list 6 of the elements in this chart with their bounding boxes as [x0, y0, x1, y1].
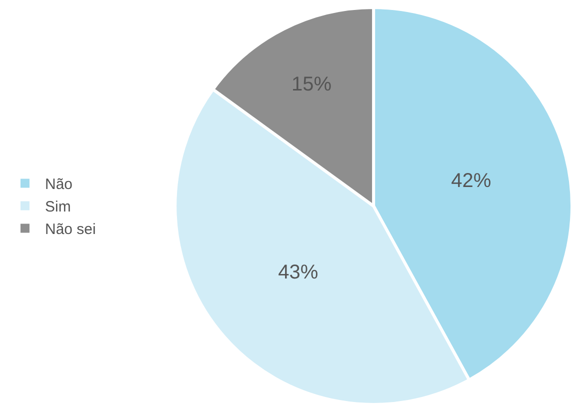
legend-label: Não — [45, 176, 73, 194]
data-label: 42% — [451, 170, 492, 192]
data-label: 15% — [291, 73, 332, 96]
data-label: 43% — [278, 261, 318, 284]
legend-label: Não sei — [45, 221, 96, 238]
legend-label: Sim — [45, 198, 71, 216]
